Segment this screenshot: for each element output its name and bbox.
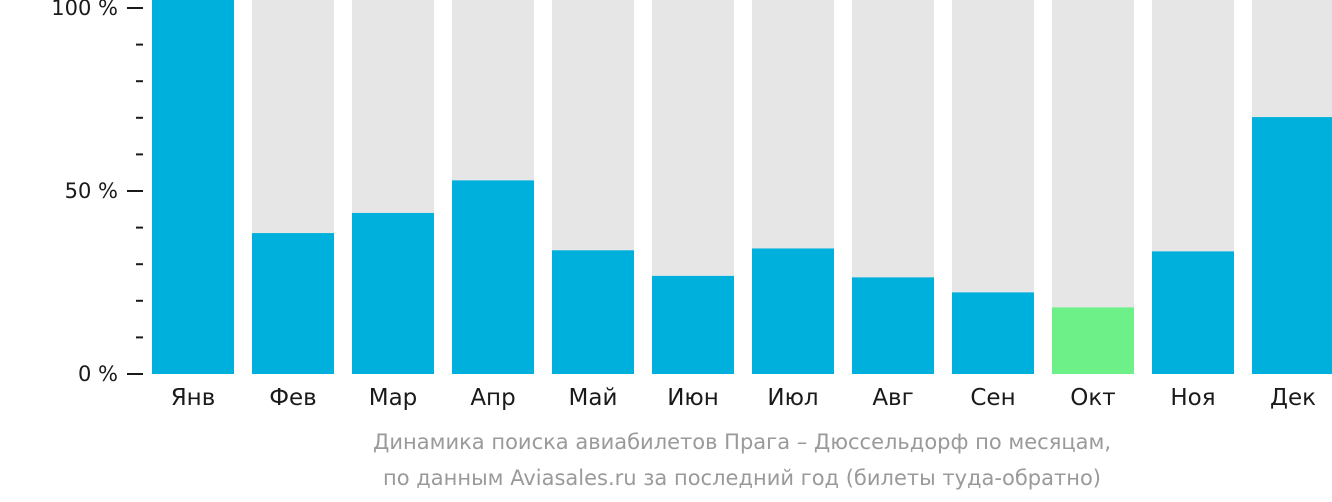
bars-group (152, 0, 1332, 375)
x-axis-labels: Янв Фев Мар Апр Май Июн Июл Авг Сен Окт Ноя Дек (171, 385, 1316, 411)
chart-caption-line-1: Динамика поиска авиабилетов Прага – Дюсс… (372, 430, 1112, 454)
bar-5 (552, 250, 634, 374)
y-tick-label: 50 % (65, 179, 118, 203)
bar-6 (652, 275, 734, 374)
bar-chart: 0 % 50 % 100 % Янв Фев Мар Апр Май Июн Июл Авг Сен… (51, 0, 1332, 411)
x-tick-label: Сен (970, 385, 1015, 411)
bar-8 (852, 277, 934, 374)
y-tick-label: 100 % (51, 0, 118, 20)
x-tick-label: Дек (1270, 385, 1316, 411)
bar-2 (252, 233, 334, 374)
x-tick-label: Окт (1070, 385, 1115, 411)
bar-12 (1252, 117, 1332, 375)
bar-4 (452, 180, 534, 374)
y-tick-label: 0 % (78, 362, 118, 386)
x-tick-label: Июн (667, 385, 719, 411)
bar-10 (1052, 307, 1134, 374)
x-tick-label: Авг (872, 385, 913, 411)
x-tick-label: Янв (171, 385, 216, 411)
x-tick-label: Мар (369, 385, 418, 411)
x-tick-label: Фев (269, 385, 317, 411)
x-tick-label: Май (569, 385, 618, 411)
bar-7 (752, 248, 834, 374)
bar-9 (952, 292, 1034, 374)
y-axis: 0 % 50 % 100 % (51, 0, 143, 386)
bar-11 (1152, 251, 1234, 374)
chart-caption-line-2: по данным Aviasales.ru за последний год … (383, 466, 1101, 490)
x-tick-label: Июл (767, 385, 818, 411)
x-tick-label: Апр (470, 385, 515, 411)
x-tick-label: Ноя (1170, 385, 1215, 411)
bar-1 (152, 0, 234, 374)
bar-3 (352, 212, 434, 374)
